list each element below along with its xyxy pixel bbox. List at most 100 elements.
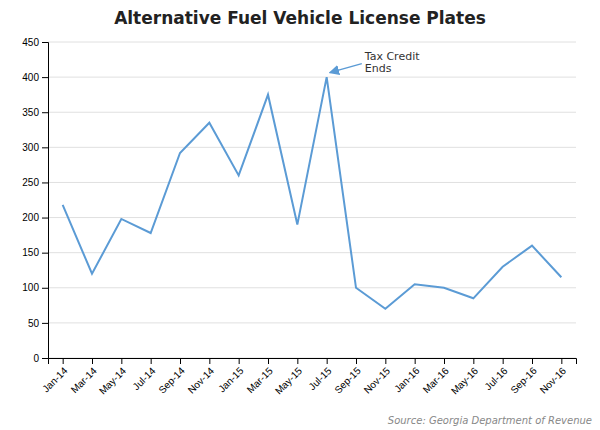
y-tick-mark (42, 182, 48, 183)
x-tick: Jul-15 (306, 358, 333, 392)
x-tick-label: May-16 (449, 365, 481, 397)
y-tick-label: 150 (22, 247, 39, 258)
x-tick-mark (151, 358, 152, 364)
y-tick-mark (42, 218, 48, 219)
grid-line (48, 42, 576, 43)
x-tick: Jul-16 (482, 358, 509, 392)
x-tick: May-16 (449, 358, 481, 396)
annotation: Tax CreditEnds (364, 50, 420, 76)
x-tick-mark (561, 358, 562, 364)
y-tick-mark (42, 42, 48, 43)
x-tick-label: Nov-16 (538, 365, 569, 396)
x-tick-mark (473, 358, 474, 364)
y-axis: 0 50 100 150 200 250 300 350 400 450 (22, 37, 48, 364)
y-tick-label: 250 (22, 177, 39, 188)
grid-line (48, 252, 576, 253)
x-tick: Jul-14 (130, 358, 157, 392)
x-tick-label: Jul-15 (306, 365, 333, 392)
annotation-arrow (330, 64, 362, 73)
x-tick-mark (121, 358, 122, 364)
line (63, 77, 562, 309)
grid-line (48, 182, 576, 183)
x-tick: Sep-14 (156, 358, 187, 396)
x-tick-mark (503, 358, 504, 364)
y-tick-mark (42, 112, 48, 113)
x-tick-label: Jul-16 (482, 365, 509, 392)
y-tick-mark (42, 253, 48, 254)
grid (48, 42, 576, 358)
y-tick: 0 (33, 353, 48, 364)
x-tick: Jan-14 (40, 358, 70, 394)
x-tick: May-15 (273, 358, 305, 396)
x-tick: Mar-14 (69, 358, 99, 395)
x-tick-mark (444, 358, 445, 364)
x-tick-mark (385, 358, 386, 364)
y-tick: 400 (22, 72, 48, 83)
x-tick-label: Jul-14 (130, 365, 157, 392)
x-tick: Mar-15 (245, 358, 275, 395)
x-tick-mark (532, 358, 533, 364)
x-tick-label: May-14 (97, 365, 129, 397)
grid-line (48, 217, 576, 218)
x-tick-label: Mar-14 (69, 365, 99, 395)
y-tick-mark (42, 147, 48, 148)
x-tick-mark (297, 358, 298, 364)
source: Source: Georgia Department of Revenue (388, 415, 592, 426)
x-tick: Nov-16 (538, 358, 569, 396)
x-tick-label: Jan-14 (40, 365, 70, 395)
y-tick-mark (42, 77, 48, 78)
y-tick-mark (42, 323, 48, 324)
x-axis: Jan-14Mar-14May-14Jul-14Sep-14Nov-14Jan-… (40, 358, 576, 396)
x-tick: May-14 (97, 358, 129, 396)
x-tick-label: May-15 (273, 365, 305, 397)
plot: 050100150200250300350400450Jan-14Mar-14M… (22, 37, 576, 397)
x-tick-mark (209, 358, 210, 364)
y-tick: 200 (22, 212, 48, 223)
grid-line (48, 77, 576, 78)
y-tick-label: 400 (22, 72, 39, 83)
x-axis-line (49, 359, 577, 365)
y-tick: 150 (22, 247, 48, 258)
x-tick: Mar-16 (421, 358, 451, 395)
x-tick-label: Sep-16 (508, 365, 539, 396)
y-tick-label: 0 (33, 353, 39, 364)
y-tick: 250 (22, 177, 48, 188)
y-tick-label: 350 (22, 107, 39, 118)
x-tick-mark (239, 358, 240, 364)
x-tick: Nov-14 (186, 358, 217, 396)
x-tick-label: Nov-15 (362, 365, 393, 396)
y-tick-label: 50 (28, 318, 40, 329)
y-axis-line (42, 43, 49, 359)
x-tick-mark (92, 358, 93, 364)
chart: 050100150200250300350400450Jan-14Mar-14M… (0, 0, 600, 430)
y-tick-label: 200 (22, 212, 39, 223)
x-tick: Jan-15 (216, 358, 246, 394)
x-tick-label: Mar-16 (421, 365, 451, 395)
y-tick-label: 450 (22, 37, 39, 48)
y-tick-mark (42, 358, 48, 359)
y-tick-label: 300 (22, 142, 39, 153)
y-tick-label: 100 (22, 282, 39, 293)
x-tick-label: Mar-15 (245, 365, 275, 395)
y-tick: 300 (22, 142, 48, 153)
x-tick-mark (180, 358, 181, 364)
x-tick-mark (327, 358, 328, 364)
y-tick-mark (42, 288, 48, 289)
x-tick-mark (268, 358, 269, 364)
x-tick: Nov-15 (362, 358, 393, 396)
x-tick: Jan-16 (392, 358, 422, 394)
x-tick-label: Sep-15 (332, 365, 363, 396)
x-tick-mark (415, 358, 416, 364)
y-tick: 450 (22, 37, 48, 48)
x-tick-label: Sep-14 (156, 365, 187, 396)
marks (63, 77, 562, 309)
x-tick-label: Jan-16 (392, 365, 422, 395)
y-tick: 100 (22, 282, 48, 293)
x-tick-label: Nov-14 (186, 365, 217, 396)
grid-line (48, 287, 576, 288)
x-tick: Sep-16 (508, 358, 539, 396)
y-tick: 350 (22, 107, 48, 118)
x-tick: Sep-15 (332, 358, 363, 396)
title: Alternative Fuel Vehicle License Plates (114, 8, 486, 28)
annotations: Tax CreditEnds (330, 50, 421, 76)
